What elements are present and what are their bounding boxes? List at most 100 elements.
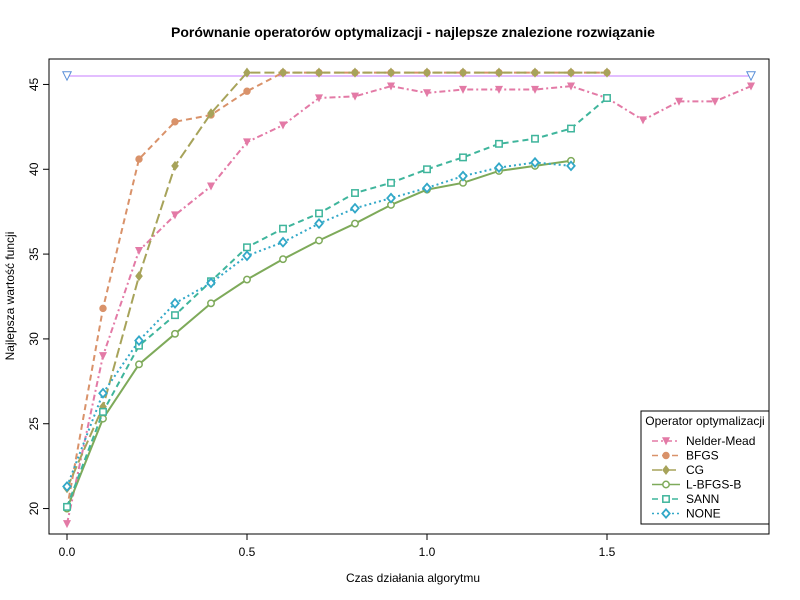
legend-label: CG (686, 463, 704, 477)
data-point-none (314, 217, 324, 230)
data-point-nelder-mead (278, 121, 288, 130)
data-point-sann (243, 243, 251, 252)
legend-label: NONE (686, 507, 721, 521)
reference-line-marker (61, 71, 73, 82)
data-point-nelder-mead (170, 211, 180, 220)
x-tick-label: 0.5 (239, 545, 256, 559)
data-point-cg (171, 160, 179, 171)
data-point-none (170, 297, 180, 309)
data-point-none (494, 162, 504, 174)
legend-marker (662, 464, 670, 476)
data-point-cg (135, 271, 143, 282)
legend-marker (662, 480, 670, 489)
legend-item-nelder-mead: Nelder-Mead (652, 434, 755, 448)
data-point-sann (99, 407, 107, 416)
data-point-nelder-mead (314, 94, 324, 103)
data-point-l-bfgs-b (135, 360, 143, 369)
data-point-none (386, 192, 396, 204)
legend-item-l-bfgs-b: L-BFGS-B (652, 478, 741, 492)
legend-marker (661, 437, 671, 446)
data-point-nelder-mead (638, 116, 648, 125)
data-point-sann (531, 134, 539, 143)
data-point-l-bfgs-b (315, 236, 323, 245)
data-point-cg (243, 67, 251, 78)
y-tick-label: 35 (27, 247, 41, 261)
series-line-nelder-mead (66, 85, 752, 525)
series-cg (63, 67, 611, 494)
data-point-nelder-mead (350, 92, 360, 101)
data-point-none (206, 277, 216, 289)
data-point-sann (387, 178, 395, 187)
data-point-nelder-mead (62, 520, 72, 529)
series-sann (63, 94, 611, 511)
data-point-none (98, 387, 108, 399)
data-point-none (566, 160, 576, 172)
legend-marker (662, 495, 670, 503)
legend-title: Operator optymalizacji (645, 414, 764, 428)
legend: Operator optymalizacji Nelder-MeadBFGSCG… (640, 410, 770, 525)
data-point-nelder-mead (386, 82, 396, 91)
data-point-sann (603, 94, 611, 102)
data-point-cg (279, 67, 287, 78)
data-point-l-bfgs-b (171, 329, 179, 338)
x-tick-label: 0.0 (59, 545, 76, 559)
data-point-sann (459, 153, 467, 162)
x-tick-label: 1.0 (419, 545, 436, 559)
data-point-sann (63, 502, 71, 511)
data-point-nelder-mead (746, 82, 756, 91)
data-point-sann (423, 165, 431, 174)
data-point-cg (207, 108, 215, 119)
legend-item-sann: SANN (652, 492, 719, 506)
data-point-sann (495, 139, 503, 148)
data-point-l-bfgs-b (207, 299, 215, 308)
legend-box (640, 410, 770, 525)
data-point-cg (603, 67, 611, 78)
data-point-none (422, 182, 432, 194)
data-point-sann (279, 224, 287, 233)
data-point-sann (315, 209, 323, 218)
data-point-l-bfgs-b (243, 275, 251, 284)
data-point-none (350, 202, 360, 214)
legend-marker (662, 451, 670, 460)
data-point-l-bfgs-b (279, 255, 287, 264)
data-point-nelder-mead (494, 85, 504, 94)
y-axis-label: Najlepsza wartość funcji (3, 232, 17, 361)
data-point-nelder-mead (206, 182, 216, 191)
data-point-bfgs (99, 304, 107, 313)
x-axis-label: Czas działania algorytmu (346, 571, 480, 585)
data-point-l-bfgs-b (351, 219, 359, 228)
legend-item-bfgs: BFGS (652, 449, 719, 463)
data-point-cg (387, 67, 395, 78)
data-point-cg (495, 67, 503, 78)
data-point-bfgs (135, 155, 143, 163)
series-line-bfgs (66, 71, 607, 509)
data-point-nelder-mead (242, 138, 252, 147)
data-point-cg (351, 67, 359, 78)
series-line-cg (66, 71, 607, 489)
x-tick-label: 1.5 (599, 545, 616, 559)
data-point-none (278, 236, 288, 248)
data-point-nelder-mead (98, 352, 108, 361)
data-point-bfgs (171, 118, 179, 126)
series-layer (62, 67, 756, 529)
y-tick-label: 40 (27, 162, 41, 176)
legend-label: Nelder-Mead (686, 434, 755, 448)
data-point-none (242, 250, 252, 262)
plot-frame (48, 58, 770, 535)
data-point-cg (315, 67, 323, 78)
legend-item-none: NONE (652, 507, 721, 521)
data-point-cg (531, 67, 539, 78)
reference-line-marker (745, 71, 757, 82)
data-point-bfgs (243, 87, 251, 95)
data-point-sann (351, 189, 359, 197)
series-line-sann (66, 97, 608, 508)
legend-item-cg: CG (652, 463, 704, 477)
chart-title: Porównanie operatorów optymalizacji - na… (171, 24, 655, 40)
data-point-nelder-mead (674, 97, 684, 106)
data-point-nelder-mead (530, 85, 540, 94)
y-tick-label: 20 (27, 502, 41, 516)
data-point-none (62, 480, 72, 493)
data-point-cg (423, 67, 431, 78)
